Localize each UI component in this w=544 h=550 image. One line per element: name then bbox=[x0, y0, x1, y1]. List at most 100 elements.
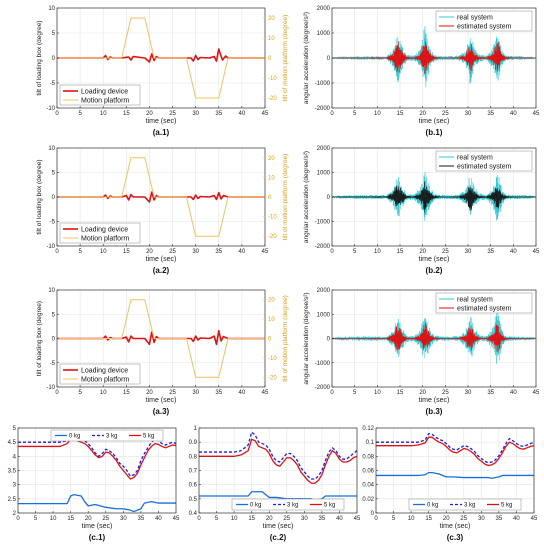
series-line-0-kg bbox=[199, 491, 357, 501]
plot-area bbox=[18, 435, 176, 513]
legend: Loading device Motion platform bbox=[59, 84, 141, 106]
legend: real system estimated system bbox=[435, 150, 533, 172]
x-tick-label: 35 bbox=[487, 390, 494, 396]
x-axis-label: time (sec) bbox=[263, 523, 294, 530]
chart-c1: 0 5 10 15 20 25 30 35 40 45 2 2.5 3 3.5 4 4.5 5 time (sec… bbox=[8, 426, 180, 542]
x-tick-label: 40 bbox=[239, 249, 246, 255]
y-tick-label: 2.5 bbox=[8, 497, 17, 503]
legend-entry: 5 kg bbox=[501, 503, 512, 509]
y-tick-label: -1000 bbox=[315, 81, 331, 87]
x-axis-ticks: 0 5 10 15 20 25 30 35 40 45 bbox=[330, 106, 540, 117]
plot-area bbox=[332, 172, 536, 222]
y-axis-label: angular acceleration (degree/s²) bbox=[303, 151, 310, 243]
y-tick-label: 1000 bbox=[317, 171, 331, 177]
x-tick-label: 30 bbox=[192, 390, 199, 396]
y-axis-ticks: -10 -5 0 5 10 bbox=[46, 6, 59, 112]
y-tick-label: 1000 bbox=[317, 31, 331, 37]
panel-caption: (b.3) bbox=[426, 407, 443, 416]
x-tick-label: 25 bbox=[169, 111, 176, 117]
x-tick-label: 25 bbox=[442, 390, 449, 396]
y-tick-label: 2 bbox=[13, 511, 17, 517]
y-tick-label: 10 bbox=[48, 6, 55, 12]
y2-tick-label: -20 bbox=[268, 96, 277, 102]
x-tick-label: 5 bbox=[392, 516, 396, 522]
legend-entry: 3 kg bbox=[464, 503, 475, 509]
y2-axis-label: tilt of motion platform (degree) bbox=[282, 154, 289, 241]
x-tick-label: 45 bbox=[173, 516, 180, 522]
series-line-3-kg bbox=[199, 431, 357, 480]
y2-tick-label: -10 bbox=[268, 76, 277, 82]
x-tick-label: 30 bbox=[192, 111, 199, 117]
x-tick-label: 35 bbox=[496, 516, 503, 522]
x-tick-label: 15 bbox=[123, 111, 130, 117]
x-tick-label: 25 bbox=[460, 516, 467, 522]
y-tick-label: 2000 bbox=[317, 6, 331, 12]
y2-tick-label: 20 bbox=[268, 156, 275, 162]
x-tick-label: 10 bbox=[374, 390, 381, 396]
x-tick-label: 5 bbox=[215, 516, 219, 522]
plot-area bbox=[57, 157, 265, 237]
legend-entry: real system bbox=[457, 15, 493, 22]
y-axis-ticks: 0.4 0.5 0.6 0.7 0.8 0.9 1 bbox=[189, 426, 201, 517]
y-axis-label: tilt of loading box (degree) bbox=[36, 20, 43, 95]
x-axis-ticks: 0 5 10 15 20 25 30 35 40 45 bbox=[55, 106, 269, 117]
chart-b3: 0 5 10 15 20 25 30 35 40 45 -2000 -1000 0 1000 2000 tim… bbox=[303, 288, 540, 416]
y-tick-label: 0.04 bbox=[362, 483, 374, 489]
legend-entry: Motion platform bbox=[81, 98, 129, 105]
x-tick-label: 0 bbox=[330, 249, 334, 255]
x-tick-label: 25 bbox=[169, 249, 176, 255]
legend: Loading device Motion platform bbox=[59, 222, 141, 244]
y-tick-label: 0 bbox=[52, 195, 56, 201]
panel-caption: (c.3) bbox=[447, 533, 464, 542]
x-tick-label: 30 bbox=[465, 111, 472, 117]
x-tick-label: 40 bbox=[239, 111, 246, 117]
chart-b2: 0 5 10 15 20 25 30 35 40 45 -2000 -1000 0 1000 2000 tim… bbox=[303, 146, 540, 275]
legend-entry: estimated system bbox=[457, 164, 512, 171]
x-tick-label: 0 bbox=[16, 516, 20, 522]
legend-box bbox=[435, 10, 533, 32]
y-tick-label: 0 bbox=[327, 56, 331, 62]
x-tick-label: 10 bbox=[100, 249, 107, 255]
x-axis-ticks: 0 5 10 15 20 25 30 35 40 45 bbox=[55, 385, 269, 396]
y-axis-ticks: -2000 -1000 0 1000 2000 bbox=[315, 6, 334, 112]
x-tick-label: 0 bbox=[330, 111, 334, 117]
y-axis-ticks: 0 0.02 0.04 0.06 0.08 0.1 0.12 bbox=[362, 426, 378, 517]
y-tick-label: 0.12 bbox=[362, 426, 374, 432]
x-tick-label: 0 bbox=[197, 516, 201, 522]
plot-area bbox=[199, 431, 357, 501]
x-tick-label: 40 bbox=[510, 249, 517, 255]
panel-caption: (b.1) bbox=[426, 128, 443, 137]
y-tick-label: 2000 bbox=[317, 146, 331, 152]
y-tick-label: 0 bbox=[52, 56, 56, 62]
x-tick-label: 0 bbox=[55, 390, 59, 396]
legend-entry: Loading device bbox=[81, 368, 128, 375]
y2-axis-label: tilt of motion platform (degree) bbox=[282, 15, 289, 102]
y-tick-label: 5 bbox=[52, 171, 56, 177]
x-tick-label: 30 bbox=[301, 516, 308, 522]
x-tick-label: 40 bbox=[155, 516, 162, 522]
x-axis-label: time (sec) bbox=[146, 118, 177, 125]
series-line-loading-device bbox=[57, 48, 265, 63]
x-tick-label: 20 bbox=[146, 111, 153, 117]
x-tick-label: 20 bbox=[266, 516, 273, 522]
x-tick-label: 30 bbox=[465, 390, 472, 396]
x-tick-label: 45 bbox=[262, 249, 269, 255]
x-tick-label: 20 bbox=[419, 390, 426, 396]
series-line-0-kg bbox=[376, 471, 534, 479]
plot-area bbox=[376, 433, 534, 479]
y2-tick-label: 20 bbox=[268, 298, 275, 304]
series-line-real bbox=[332, 307, 536, 364]
y-axis-ticks: -10 -5 0 5 10 bbox=[46, 146, 59, 250]
legend-entry: Motion platform bbox=[81, 236, 129, 243]
x-tick-label: 10 bbox=[50, 516, 57, 522]
x-tick-label: 35 bbox=[138, 516, 145, 522]
legend-entry: estimated system bbox=[457, 24, 512, 31]
legend-entry: Loading device bbox=[81, 227, 128, 234]
y-tick-label: 5 bbox=[52, 31, 56, 37]
chart-c3: 0 5 10 15 20 25 30 35 40 45 0 0.02 0.04 0.06 0.08 0.1 0.… bbox=[362, 426, 538, 542]
x-tick-label: 10 bbox=[374, 111, 381, 117]
x-tick-label: 15 bbox=[397, 390, 404, 396]
y-tick-label: 3.5 bbox=[8, 469, 17, 475]
legend: 0 kg 3 kg 5 kg bbox=[231, 498, 345, 511]
x-tick-label: 5 bbox=[353, 111, 357, 117]
